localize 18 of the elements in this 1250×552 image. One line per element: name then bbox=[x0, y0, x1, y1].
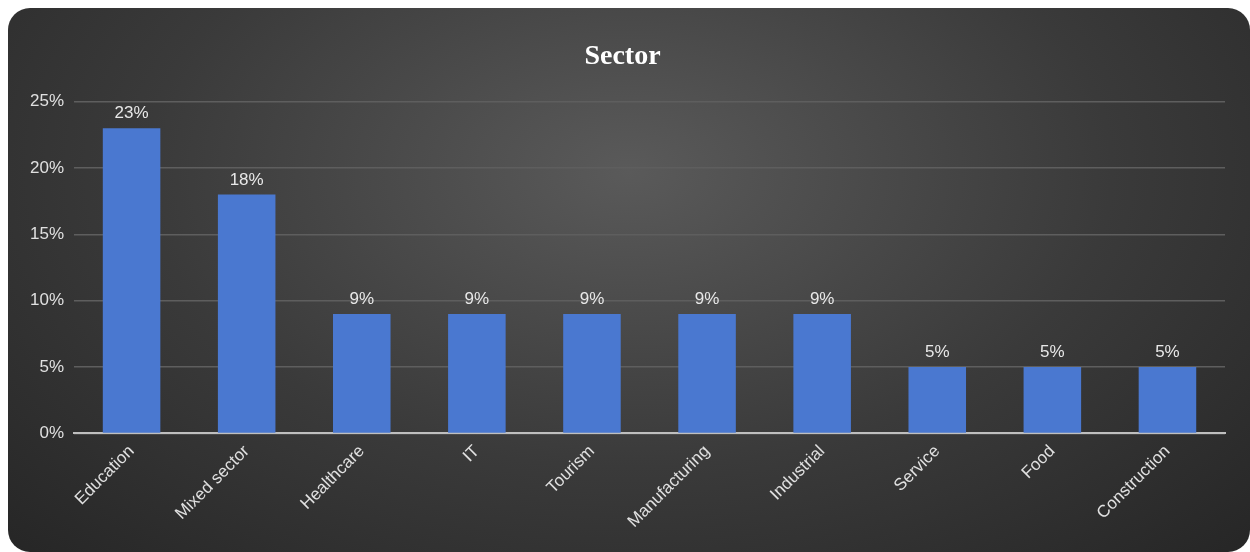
data-label: 5% bbox=[1155, 342, 1180, 362]
y-tick-label: 25% bbox=[29, 91, 65, 111]
x-tick-label: IT bbox=[458, 441, 484, 466]
data-label: 23% bbox=[114, 103, 149, 123]
data-label: 9% bbox=[464, 289, 490, 309]
data-label: 9% bbox=[349, 289, 375, 309]
data-label: 18% bbox=[229, 169, 264, 189]
data-label: 5% bbox=[1040, 342, 1065, 362]
data-label: 9% bbox=[694, 289, 720, 309]
data-label: 9% bbox=[809, 289, 835, 309]
y-tick-label: 0% bbox=[39, 423, 65, 443]
data-label: 9% bbox=[579, 289, 605, 309]
y-tick-label: 10% bbox=[29, 290, 65, 310]
data-label: 5% bbox=[924, 342, 950, 362]
y-tick-label: 15% bbox=[29, 224, 65, 244]
chart-title: Sector bbox=[584, 39, 661, 71]
y-tick-label: 5% bbox=[39, 356, 65, 376]
y-tick-label: 20% bbox=[29, 157, 65, 177]
